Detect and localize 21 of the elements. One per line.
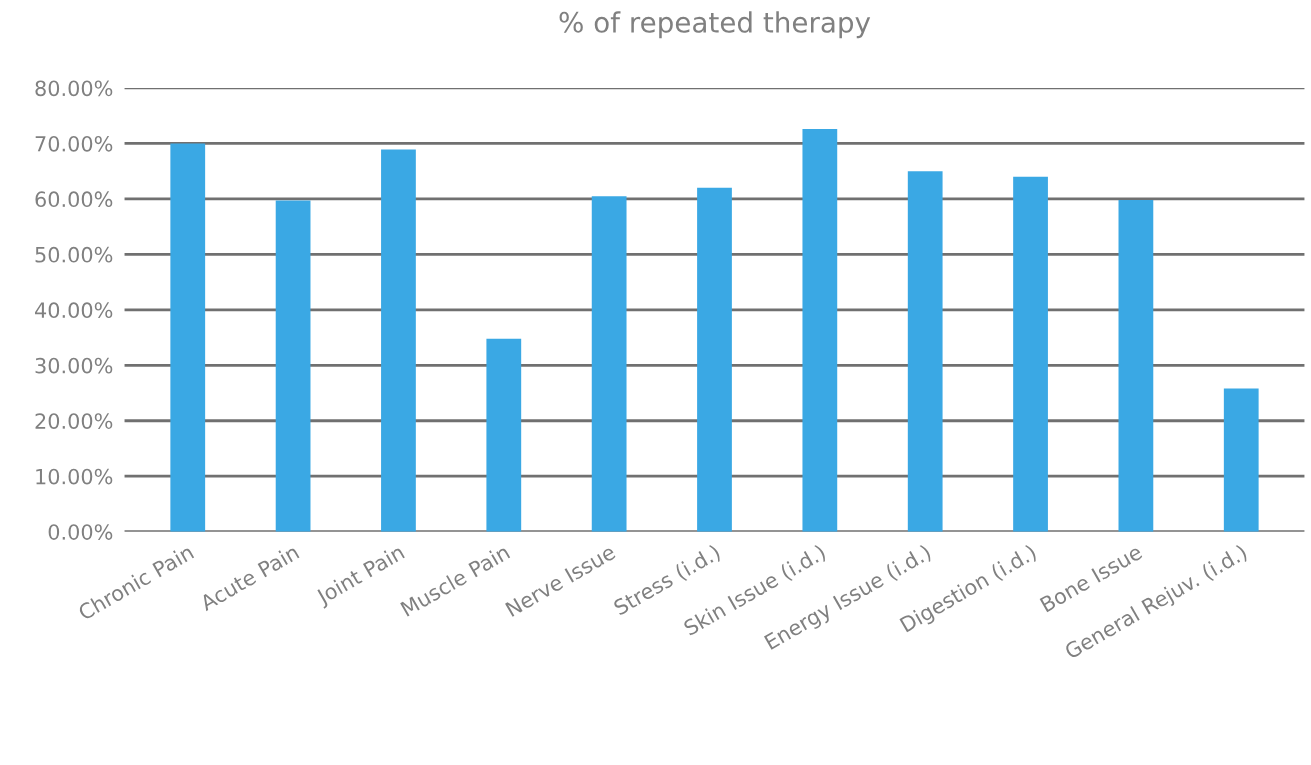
bar [1223, 388, 1259, 532]
y-tick-label: 0.00% [48, 524, 113, 540]
bar [275, 200, 311, 532]
y-tick-label: 40.00% [35, 302, 113, 319]
chart-title: % of repeated therapy [559, 11, 871, 39]
bar [170, 143, 206, 532]
bar [486, 338, 522, 532]
y-tick-label: 30.00% [35, 357, 113, 374]
bar [1013, 176, 1048, 532]
bar [381, 149, 416, 532]
bar [591, 196, 627, 532]
y-tick-label: 20.00% [35, 413, 113, 429]
bar [907, 171, 943, 532]
bar [1118, 200, 1154, 532]
bar [802, 129, 838, 532]
bar [697, 187, 732, 532]
y-tick-label: 80.00% [35, 80, 113, 97]
y-tick-label: 50.00% [35, 246, 113, 263]
y-tick-label: 70.00% [35, 135, 113, 152]
y-tick-label: 10.00% [36, 468, 113, 485]
y-tick-label: 60.00% [35, 191, 113, 208]
